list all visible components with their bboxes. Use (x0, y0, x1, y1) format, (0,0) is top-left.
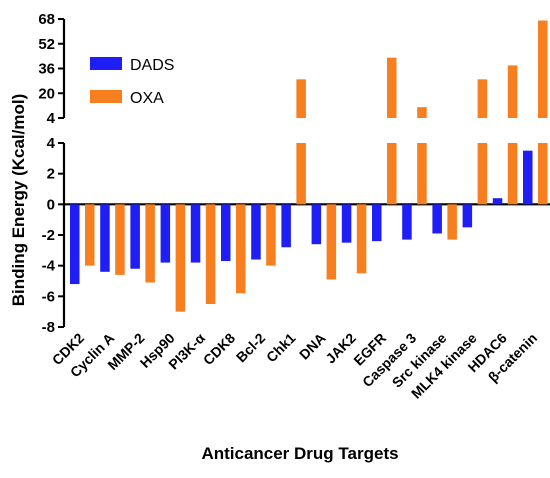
y-tick-label-lower: 2 (47, 166, 55, 183)
bar-oxa-src-kinase (447, 204, 457, 240)
bar-dads-src-kinase (432, 204, 442, 234)
bar-dads-jak2 (341, 204, 352, 243)
bar-oxa-cdk2 (85, 204, 95, 266)
y-tick-label-upper: 4 (47, 110, 56, 127)
bar-dads-bcl-2 (251, 204, 261, 260)
bar-oxa-bcl-2 (266, 204, 276, 266)
bar-oxa-mlk4-kinase-upper (477, 79, 488, 118)
y-tick-label-lower: -4 (42, 258, 56, 275)
bar-dads-cyclin-a (100, 204, 110, 272)
y-tick-label-lower: 0 (47, 196, 55, 213)
bar-oxa-hdac6-lower (507, 143, 518, 205)
axes (58, 18, 550, 328)
y-tick-label-lower: 4 (47, 135, 56, 152)
y-tick-labels: -8 -6 -4 -2 0 2 4 4 20 36 52 68 (38, 11, 55, 336)
bar-oxa-caspase-3-upper (417, 107, 427, 118)
bar-dads-caspase-3 (402, 204, 412, 240)
bar-oxa-egfr-lower (387, 143, 397, 205)
bar-dads-cdk8 (221, 204, 231, 262)
bar-oxa-cdk8 (236, 204, 246, 294)
bar-dads-dna (311, 204, 322, 245)
bar-oxa-caspase-3-lower (417, 143, 427, 205)
legend-swatch-dads (90, 57, 122, 70)
legend-label-dads: DADS (130, 57, 174, 74)
y-tick-label-lower: -6 (42, 288, 55, 305)
bar-dads-catenin (523, 150, 533, 205)
bar-oxa-hdac6-upper (507, 65, 518, 118)
bars (70, 20, 548, 312)
bar-dads-hdac6 (492, 198, 503, 205)
y-axis-title: Binding Energy (Kcal/mol) (9, 94, 28, 307)
bar-dads-mlk4-kinase (462, 204, 473, 228)
bar-dads-chk1 (281, 204, 291, 248)
bar-dads-egfr (372, 204, 382, 242)
x-tick-label-chk1: Chk1 (263, 330, 299, 366)
y-tick-label-upper: 52 (38, 36, 55, 53)
bar-oxa-mmp-2 (145, 204, 155, 283)
bar-dads-hsp90 (160, 204, 171, 263)
bar-oxa-catenin-upper (538, 20, 548, 118)
legend: DADS OXA (90, 57, 174, 107)
legend-swatch-oxa (90, 90, 122, 103)
bar-oxa-hsp90 (175, 204, 186, 312)
bar-oxa-catenin-lower (538, 143, 548, 205)
y-tick-label-upper: 68 (38, 11, 55, 28)
x-tick-label-bcl-2: Bcl-2 (233, 330, 269, 366)
bar-oxa-chk1-upper (296, 79, 306, 118)
bar-oxa-dna (326, 204, 337, 280)
bar-oxa-cyclin-a (115, 204, 125, 275)
legend-label-oxa: OXA (130, 90, 164, 107)
bar-oxa-egfr-upper (387, 57, 397, 118)
bar-dads-pi3k (190, 204, 201, 263)
bar-oxa-chk1-lower (296, 143, 306, 205)
bar-oxa-jak2 (356, 204, 367, 274)
y-tick-label-upper: 20 (38, 85, 55, 102)
y-tick-label-upper: 36 (38, 61, 55, 78)
bar-dads-mmp-2 (130, 204, 140, 269)
y-tick-label-lower: -2 (42, 227, 55, 244)
bar-oxa-pi3k (205, 204, 216, 304)
bar-dads-cdk2 (70, 204, 80, 285)
bar-oxa-mlk4-kinase-lower (477, 143, 488, 205)
x-tick-label-cdk8: CDK8 (200, 330, 238, 368)
x-axis-title: Anticancer Drug Targets (201, 444, 398, 463)
y-tick-label-lower: -8 (42, 319, 55, 336)
